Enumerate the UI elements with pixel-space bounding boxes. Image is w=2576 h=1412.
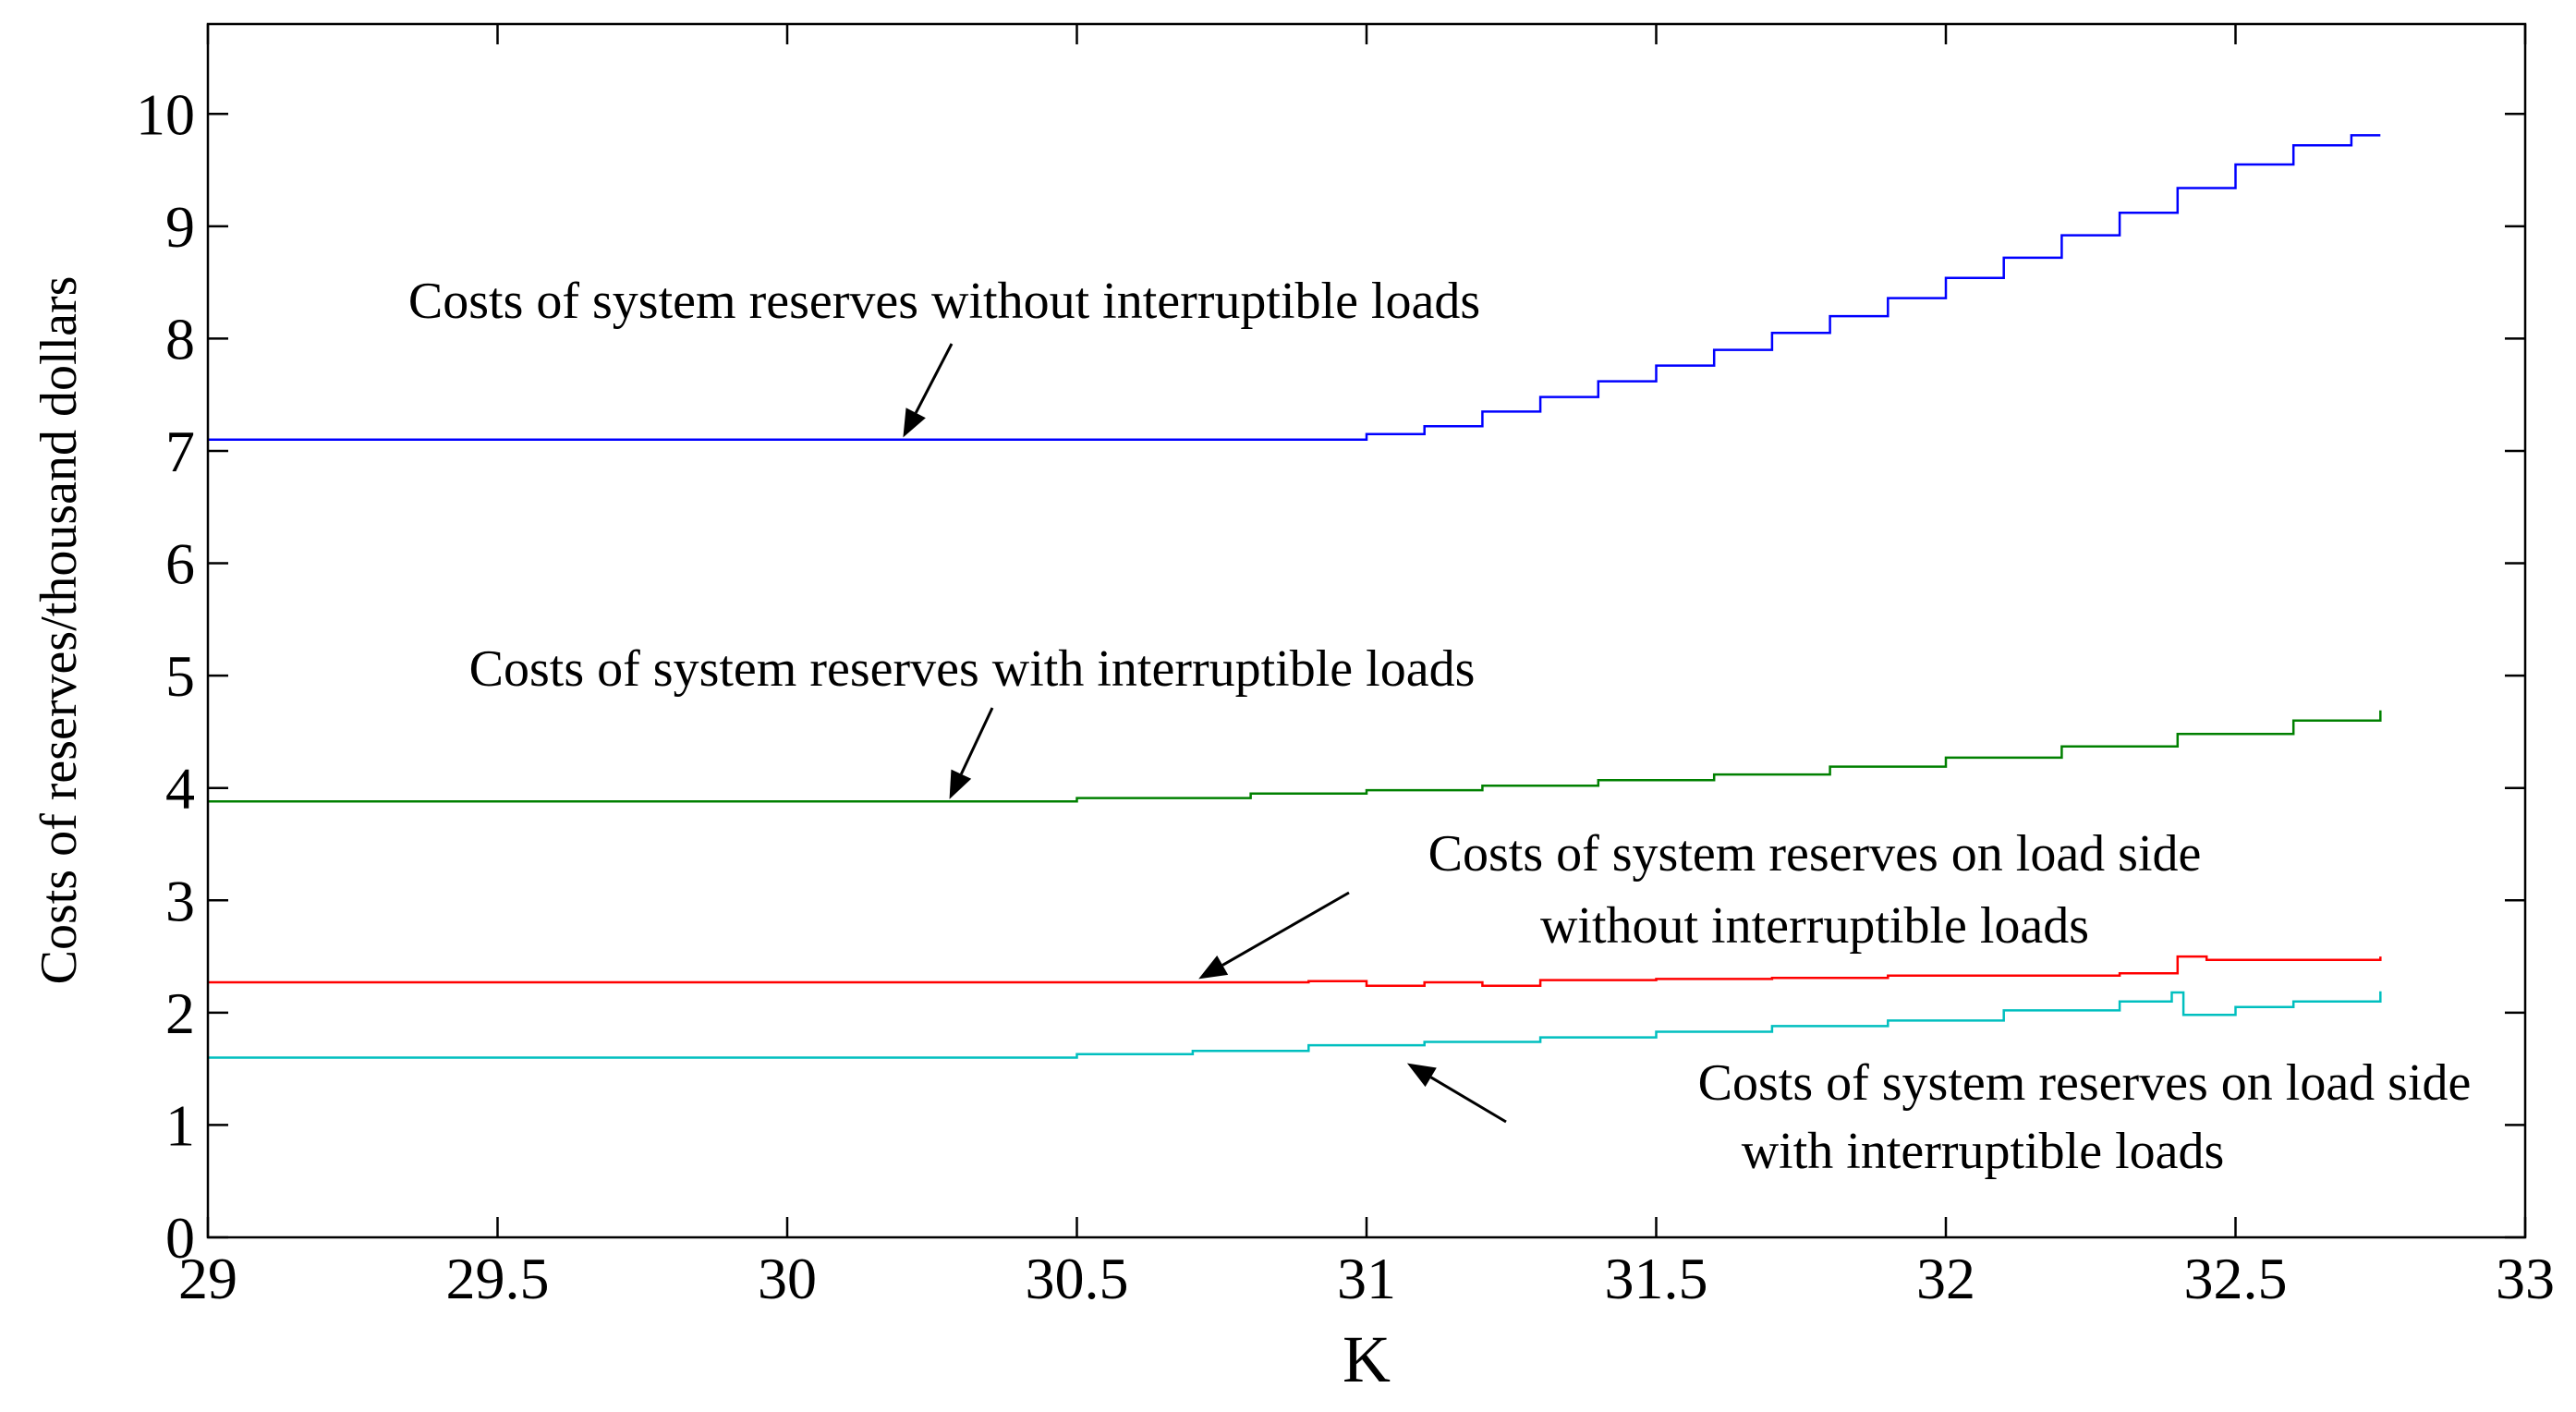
annotation-text: Costs of system reserves on load side	[1428, 825, 2202, 882]
annotation-arrow-head	[1198, 956, 1229, 980]
x-axis-title: K	[1343, 1322, 1391, 1396]
y-tick-label: 4	[165, 756, 195, 822]
y-tick-label: 7	[165, 419, 195, 484]
annotation-arrow-shaft	[914, 343, 954, 414]
annotation-arrow-head	[1406, 1063, 1437, 1088]
annotation-arrow-shaft	[959, 707, 994, 775]
annotation-text: Costs of system reserves on load side	[1698, 1054, 2472, 1112]
annotation-arrow-head	[949, 769, 972, 799]
annotation-layer: Costs of system reserves without interru…	[408, 273, 2472, 1180]
series-line-costs-of-system-reserves-on-load-side-with-interruptible-loads	[208, 991, 2382, 1059]
x-tick-label: 30	[758, 1246, 817, 1311]
annotation-text: without interruptible loads	[1540, 897, 2089, 955]
y-tick-label: 1	[165, 1092, 195, 1158]
annotation-text: Costs of system reserves without interru…	[408, 273, 1480, 330]
annotation-text: with interruptible loads	[1742, 1123, 2225, 1180]
annotation-arrow-shaft	[1221, 891, 1350, 967]
x-tick-label: 29.5	[446, 1246, 550, 1311]
y-tick-label: 9	[165, 194, 195, 260]
y-tick-label: 5	[165, 643, 195, 709]
x-tick-label: 29	[178, 1246, 237, 1311]
ticks-layer: 29 29.5 30 30.5 31 31.5 32 32.5 33 0 1 2 3 4 5 6 7 8 9 10	[136, 24, 2555, 1311]
y-axis-title: Costs of reserves/thousand dollars	[30, 276, 88, 985]
y-tick-label: 6	[165, 531, 195, 597]
y-tick-label: 3	[165, 868, 195, 933]
y-tick-label: 10	[136, 81, 195, 147]
series-line-costs-of-system-reserves-on-load-side-without-interruptible-loads	[208, 955, 2382, 987]
y-tick-label: 0	[165, 1205, 195, 1271]
x-tick-label: 32.5	[2184, 1246, 2288, 1311]
x-tick-label: 32	[1916, 1246, 1975, 1311]
x-tick-label: 30.5	[1026, 1246, 1129, 1311]
annotation-text: Costs of system reserves with interrupti…	[469, 640, 1476, 698]
series-line-costs-of-system-reserves-with-interruptible-loads	[208, 710, 2382, 803]
x-tick-label: 33	[2496, 1246, 2555, 1311]
series-line-costs-of-system-reserves-without-interruptible-loads	[208, 134, 2381, 442]
y-tick-label: 8	[165, 306, 195, 371]
annotation-arrow-shaft	[1429, 1076, 1507, 1124]
x-tick-label: 31.5	[1605, 1246, 1708, 1311]
series-layer	[208, 134, 2382, 1059]
x-tick-label: 31	[1337, 1246, 1396, 1311]
y-tick-label: 2	[165, 980, 195, 1046]
annotation-arrow-head	[903, 408, 926, 438]
